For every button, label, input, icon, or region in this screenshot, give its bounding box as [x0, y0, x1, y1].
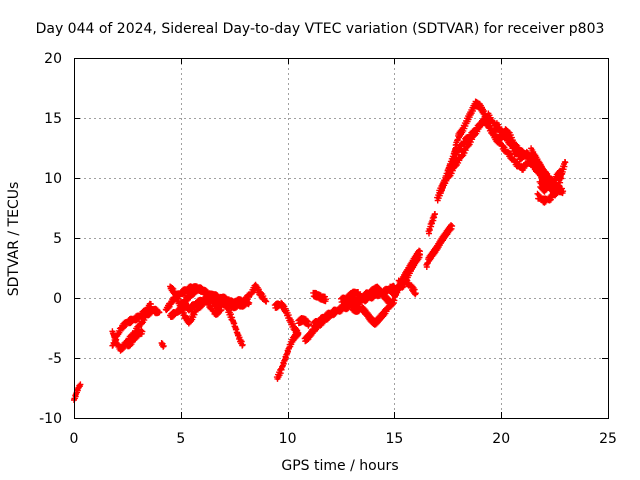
y-tick-label: 20 — [44, 51, 62, 67]
axes: 0 5 10 15 20 25 -10 -5 0 5 10 15 20 — [39, 51, 617, 447]
y-axis-label: SDTVAR / TECUs — [6, 182, 22, 297]
y-tick-label: 15 — [44, 111, 62, 127]
y-tick-label: -5 — [48, 351, 62, 367]
x-tick-label: 5 — [176, 431, 185, 447]
y-tick-label: 10 — [44, 171, 62, 187]
x-tick-label: 25 — [599, 431, 617, 447]
chart-title: Day 044 of 2024, Sidereal Day-to-day VTE… — [36, 21, 605, 37]
grid-lines — [74, 58, 608, 418]
x-tick-label: 0 — [70, 431, 79, 447]
data-markers — [71, 98, 569, 403]
y-tick-label: 0 — [53, 291, 62, 307]
x-tick-label: 15 — [385, 431, 403, 447]
x-axis-label: GPS time / hours — [281, 458, 398, 474]
y-tick-label: -10 — [39, 411, 62, 427]
y-tick-label: 5 — [53, 231, 62, 247]
series-markers — [71, 98, 569, 403]
x-tick-label: 20 — [492, 431, 510, 447]
x-tick-label: 10 — [279, 431, 297, 447]
